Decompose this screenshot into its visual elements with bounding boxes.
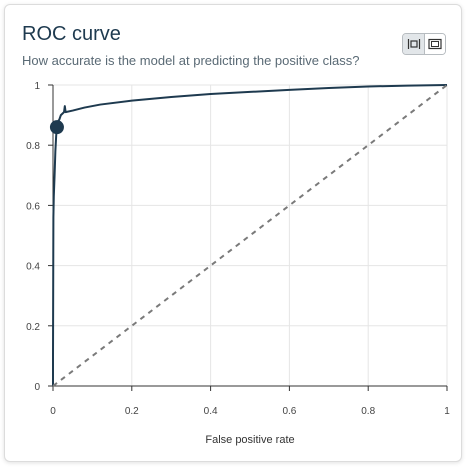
full-view-button[interactable] bbox=[424, 34, 445, 54]
x-tick-label: 0 bbox=[50, 406, 56, 417]
y-tick-label: 0 bbox=[34, 382, 40, 393]
y-tick-label: 0.6 bbox=[26, 201, 40, 212]
threshold-point bbox=[49, 120, 64, 135]
x-tick-label: 0.2 bbox=[125, 406, 139, 417]
x-tick-label: 0.8 bbox=[361, 406, 375, 417]
y-tick-label: 1 bbox=[34, 81, 40, 92]
roc-curve-line bbox=[52, 84, 448, 386]
y-tick-label: 0.8 bbox=[26, 141, 40, 152]
view-toggle bbox=[402, 33, 446, 55]
x-ticks: 0 0.2 0.4 0.6 0.8 1 bbox=[50, 386, 450, 417]
x-tick-label: 0.6 bbox=[282, 406, 296, 417]
diagonal-reference-line bbox=[52, 84, 448, 387]
chart-subtitle: How accurate is the model at predicting … bbox=[22, 53, 360, 68]
fit-to-width-button[interactable] bbox=[403, 34, 424, 54]
x-axis-label: False positive rate bbox=[205, 434, 294, 446]
y-tick-label: 0.4 bbox=[26, 262, 40, 273]
series bbox=[49, 84, 448, 387]
chart-title: ROC curve bbox=[22, 23, 121, 45]
x-tick-label: 0.4 bbox=[204, 406, 218, 417]
y-tick-label: 0.2 bbox=[26, 322, 40, 333]
grid bbox=[53, 84, 448, 386]
y-ticks: 0 0.2 0.4 0.6 0.8 1 bbox=[26, 81, 53, 393]
x-tick-label: 1 bbox=[444, 406, 450, 417]
full-view-icon bbox=[428, 38, 442, 50]
fit-to-width-icon bbox=[407, 39, 420, 49]
